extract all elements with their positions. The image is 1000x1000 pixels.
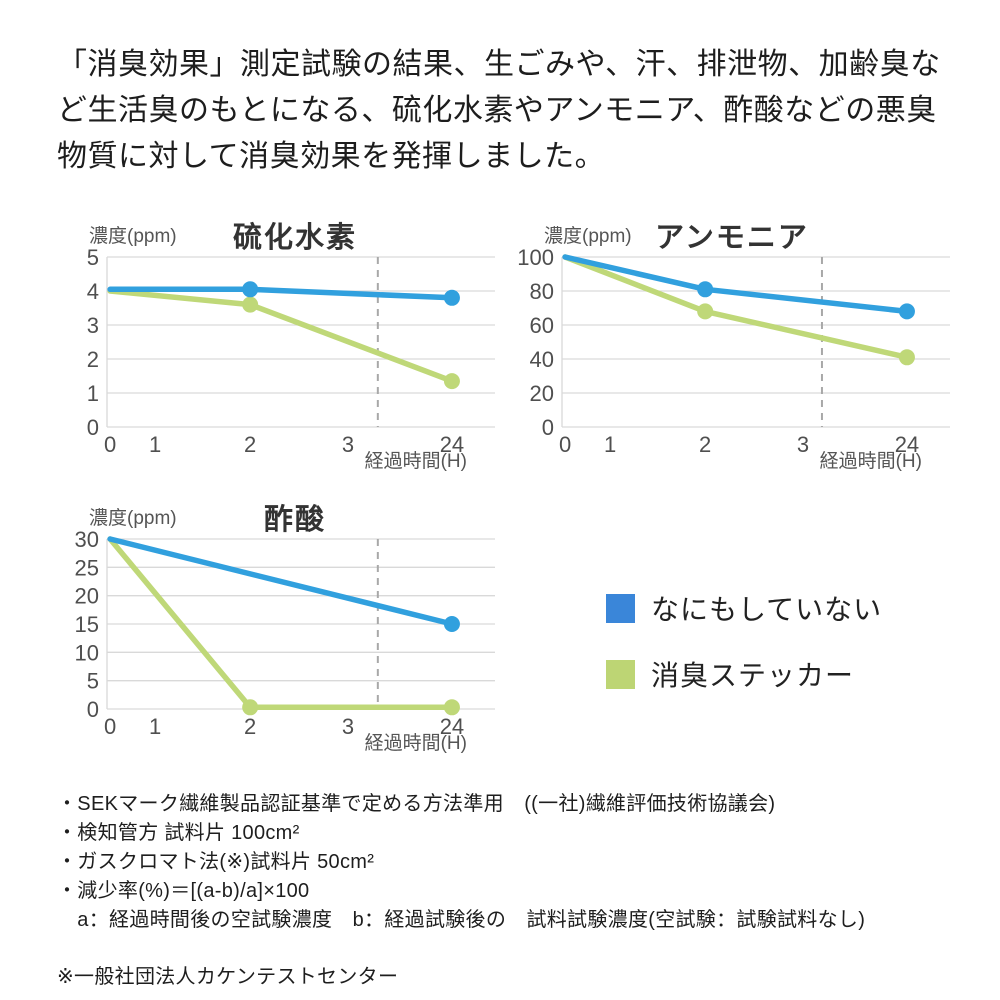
footnote-line: a：経過時間後の空試験濃度 b：経過試験後の 試料試験濃度(空試験：試験試料なし… [57, 909, 866, 931]
chart-title: アンモニア [655, 222, 809, 254]
y-axis-label: 濃度(ppm) [89, 225, 177, 247]
y-tick-label: 2 [87, 347, 99, 372]
y-tick-label: 0 [87, 697, 99, 722]
data-point [443, 373, 460, 390]
y-tick-label: 40 [530, 347, 554, 372]
x-tick-label: 1 [604, 432, 616, 457]
x-tick-label: 0 [104, 714, 116, 739]
footnote-line: ・減少率(%)＝[(a-b)/a]×100 [57, 880, 310, 902]
series-line [107, 536, 455, 627]
footnote-line: ・検知管方 試料片 100cm² [57, 822, 300, 844]
y-tick-label: 10 [75, 640, 99, 665]
legend-swatch-blue [606, 593, 635, 623]
y-tick-label: 60 [530, 313, 554, 338]
y-tick-label: 80 [530, 279, 554, 304]
x-tick-label: 1 [149, 432, 161, 457]
x-tick-label: 2 [699, 432, 711, 457]
data-point [242, 699, 259, 716]
y-tick-label: 4 [87, 279, 99, 304]
data-point [697, 281, 714, 298]
chart-title: 酢酸 [264, 503, 326, 536]
y-tick-label: 5 [87, 669, 99, 694]
data-point [898, 303, 915, 320]
header-text: 「消臭効果」測定試験の結果、生ごみや、汗、排泄物、加齢臭など生活臭のもとになる、… [57, 48, 941, 173]
series-line [107, 288, 455, 384]
series-line [562, 254, 910, 315]
x-axis-label: 経過時間(H) [820, 450, 922, 472]
y-tick-label: 1 [87, 381, 99, 406]
y-tick-label: 0 [542, 415, 554, 440]
y-tick-label: 20 [530, 381, 554, 406]
y-tick-label: 30 [75, 527, 99, 552]
legend-label-untreated: なにもしていない [651, 594, 883, 625]
series-line [107, 536, 455, 711]
x-tick-label: 2 [244, 714, 256, 739]
y-tick-label: 15 [75, 612, 99, 637]
legend-item-untreated: なにもしていない [606, 588, 882, 628]
certification-note: ※一般社団法人カケンテストセンター [57, 966, 399, 988]
footnote-line: ・SEKマーク繊維製品認証基準で定める方法準用 ((一社)繊維評価技術協議会) [57, 793, 776, 815]
legend-swatch-green [606, 659, 635, 689]
footnote-line: ・ガスクロマト法(※)試料片 50cm² [57, 851, 375, 873]
data-point [443, 616, 460, 632]
x-tick-label: 0 [559, 432, 571, 457]
x-tick-label: 1 [149, 714, 161, 739]
y-tick-label: 25 [75, 555, 99, 580]
chart-ammonia: 0 20 40 60 80 100 0 1 2 3 24 アンモニア 濃度(ppm) 経過時間(H) [510, 205, 960, 477]
data-point [443, 289, 460, 306]
y-tick-label: 3 [87, 313, 99, 338]
hydrogen-sulfide-line-chart: 0 1 2 3 4 5 0 1 2 3 24 硫化水素 濃度(ppm) 経過時間(H) [87, 220, 495, 472]
x-tick-label: 24 [440, 432, 464, 457]
y-axis-label: 濃度(ppm) [544, 225, 632, 247]
data-point [898, 349, 915, 366]
x-axis-label: 経過時間(H) [365, 732, 467, 754]
x-tick-label: 3 [342, 432, 354, 457]
data-point [443, 699, 460, 716]
x-tick-label: 2 [244, 432, 256, 457]
y-tick-label: 0 [87, 415, 99, 440]
x-tick-label: 3 [797, 432, 809, 457]
y-axis-label: 濃度(ppm) [89, 507, 177, 529]
legend-label-deodorant-sticker: 消臭ステッカー [651, 660, 855, 691]
data-point [242, 296, 259, 313]
ammonia-line-chart: 0 20 40 60 80 100 0 1 2 3 24 アンモニア 濃度(ppm) 経過時間(H) [517, 222, 950, 472]
chart-acetic-acid: 0 5 10 15 20 25 30 0 1 2 3 24 酢酸 濃度(ppm) 経過時間(H) [55, 487, 505, 759]
x-tick-label: 24 [895, 432, 919, 457]
x-tick-label: 0 [104, 432, 116, 457]
x-axis-label: 経過時間(H) [365, 450, 467, 472]
y-tick-label: 100 [517, 245, 554, 270]
chart-title: 硫化水素 [233, 220, 357, 254]
legend: なにもしていない 消臭ステッカー [606, 588, 882, 720]
footnotes: ・SEKマーク繊維製品認証基準で定める方法準用 ((一社)繊維評価技術協議会) … [57, 790, 865, 989]
data-point [242, 281, 259, 298]
x-tick-label: 3 [342, 714, 354, 739]
y-tick-label: 20 [75, 584, 99, 609]
chart-hydrogen-sulfide: 0 1 2 3 4 5 0 1 2 3 24 硫化水素 濃度(ppm) 経過時間(H) [55, 205, 505, 477]
data-point [697, 303, 714, 320]
y-tick-label: 5 [87, 245, 99, 270]
x-tick-label: 24 [440, 714, 464, 739]
legend-item-deodorant-sticker: 消臭ステッカー [606, 654, 882, 694]
